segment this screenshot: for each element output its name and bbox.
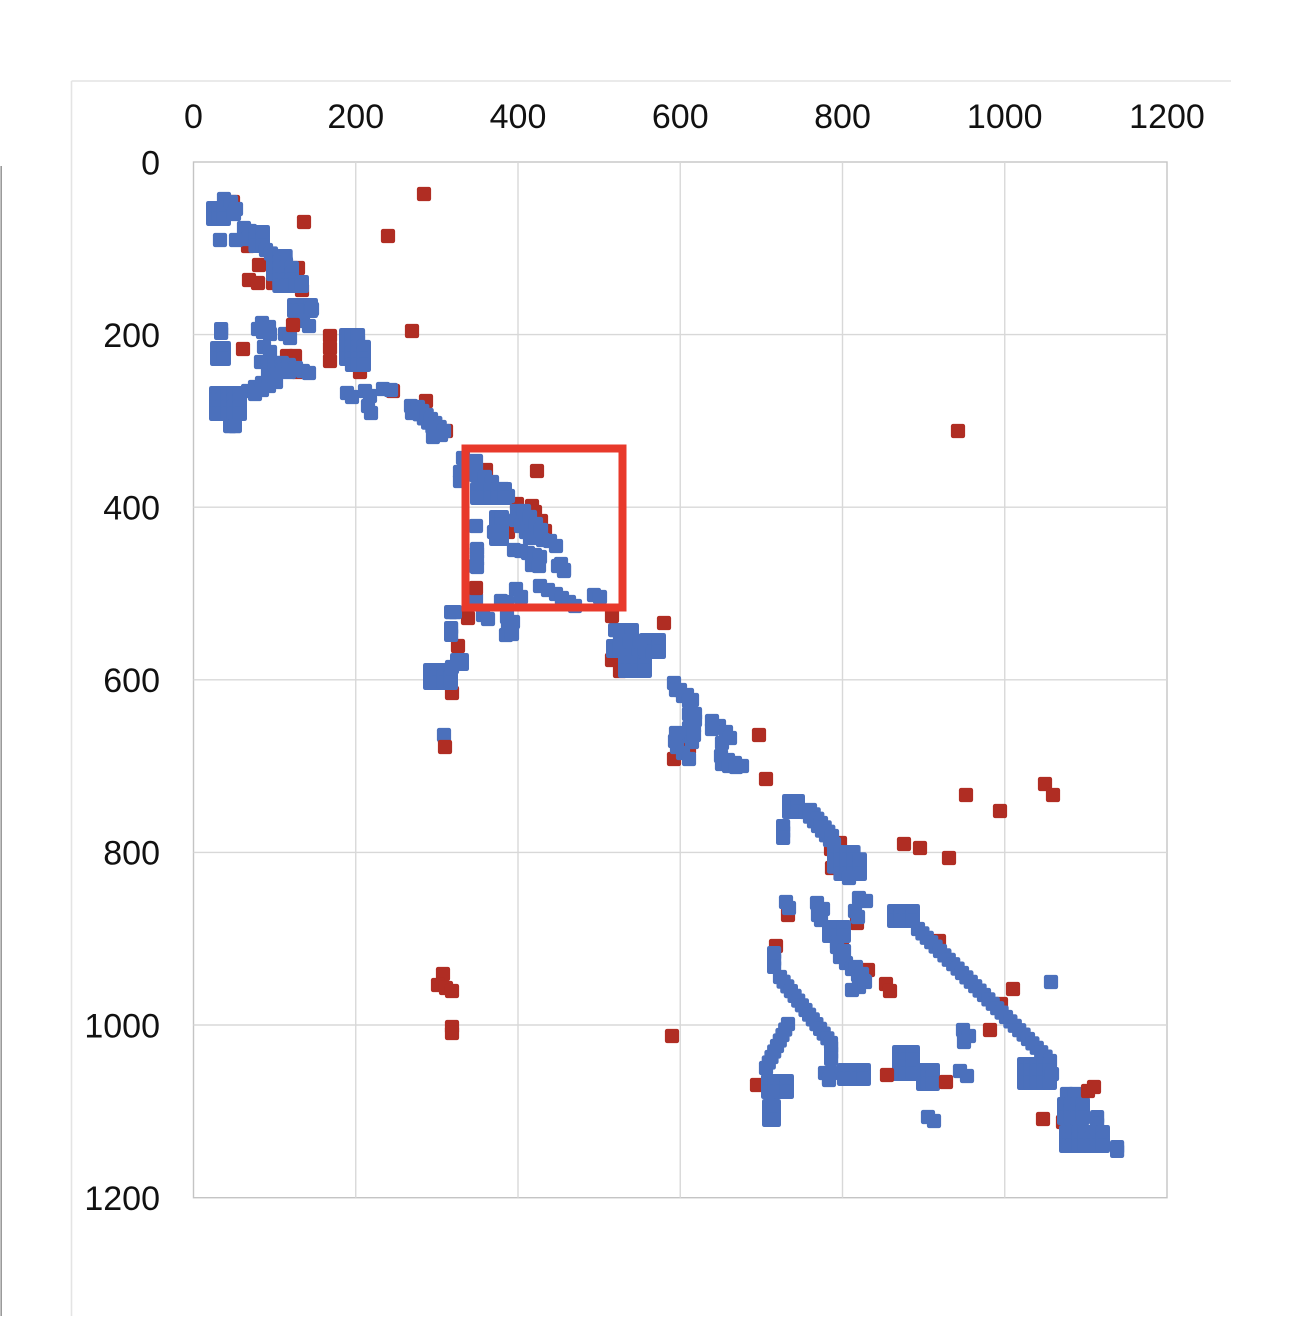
svg-text:0: 0 (184, 98, 203, 136)
svg-text:1200: 1200 (1129, 98, 1205, 136)
svg-text:1200: 1200 (84, 1180, 160, 1218)
svg-text:400: 400 (103, 490, 160, 528)
svg-text:0: 0 (141, 144, 160, 182)
svg-text:600: 600 (103, 662, 160, 700)
svg-text:1000: 1000 (967, 98, 1043, 136)
svg-text:400: 400 (490, 98, 547, 136)
svg-text:200: 200 (103, 317, 160, 355)
svg-text:800: 800 (103, 835, 160, 873)
svg-text:800: 800 (814, 98, 871, 136)
svg-text:600: 600 (652, 98, 709, 136)
svg-text:1000: 1000 (84, 1007, 160, 1045)
svg-text:200: 200 (327, 98, 384, 136)
